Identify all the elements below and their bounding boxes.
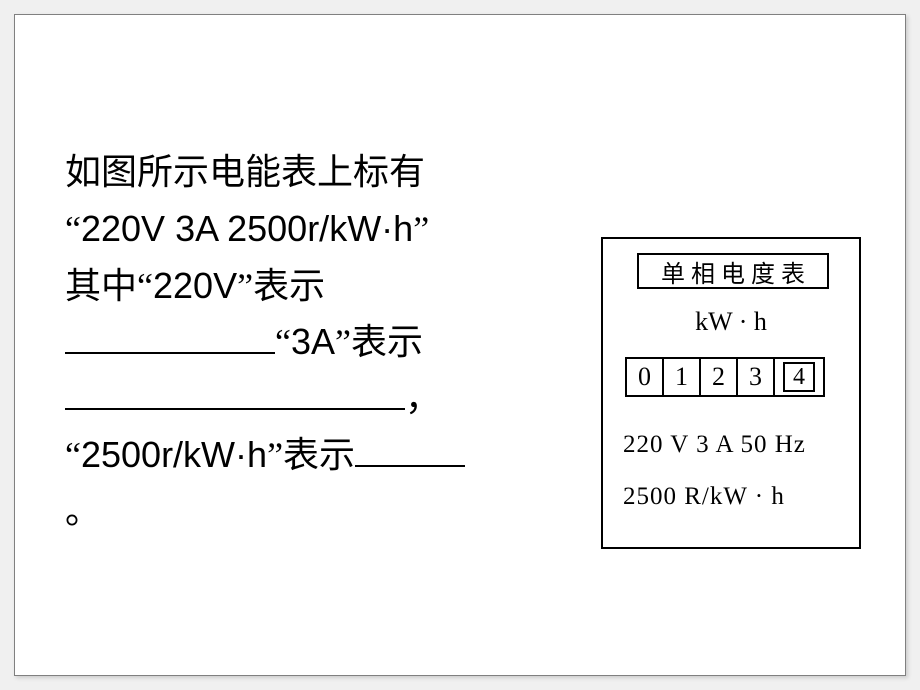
text-biaoshi2: 表示 [351,322,423,362]
val-2500r: 2500r/kW·h [81,434,267,475]
meter-digits: 0 1 2 3 4 [625,357,825,397]
text-biaoshi: 表示 [253,266,325,306]
blank-1 [65,318,275,354]
question-text: 如图所示电能表上标有 “220V 3A 2500r/kW·h” 其中“220V”… [65,145,585,540]
digit-cell: 2 [699,357,738,397]
val-220v: 220V [153,265,237,306]
quote-open: “ [65,435,81,475]
text-qizhong: 其中 [65,266,137,306]
quote-open: “ [65,209,81,249]
text-line1: 如图所示电能表上标有 [65,152,425,192]
comma: ， [405,378,441,418]
spec-text: 220V 3A 2500r/kW·h [81,208,413,249]
electricity-meter-diagram: 单相电度表 kW · h 0 1 2 3 4 220 V 3 A 50 Hz 2… [601,237,861,549]
digit-inner: 4 [783,362,815,392]
quote-close: ” [237,266,253,306]
quote-close: ” [267,435,283,475]
quote-open: “ [275,322,291,362]
text-biaoshi3: 表示 [283,435,355,475]
digit-cell: 1 [662,357,701,397]
meter-spec-line1: 220 V 3 A 50 Hz [623,431,806,459]
meter-unit: kW · h [603,307,859,337]
period: 。 [65,491,101,531]
quote-open: “ [137,266,153,306]
quote-close: ” [413,209,429,249]
meter-title: 单相电度表 [637,253,829,289]
digit-cell-boxed: 4 [773,357,825,397]
digit-cell: 0 [625,357,664,397]
blank-3 [355,431,465,467]
val-3a: 3A [291,321,335,362]
meter-spec-line2: 2500 R/kW · h [623,483,785,511]
quote-close: ” [335,322,351,362]
digit-cell: 3 [736,357,775,397]
blank-2 [65,374,405,410]
slide-card: 如图所示电能表上标有 “220V 3A 2500r/kW·h” 其中“220V”… [14,14,906,676]
